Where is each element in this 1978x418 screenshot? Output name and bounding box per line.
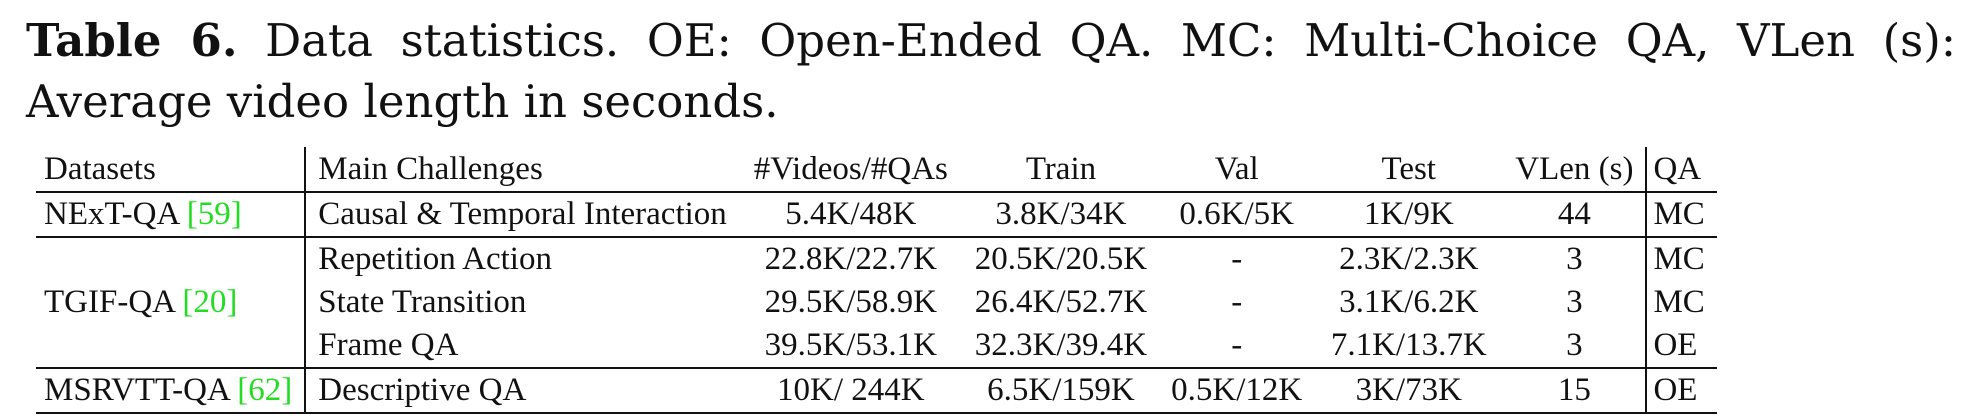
test-cell: 3.1K/6.2K bbox=[1339, 284, 1479, 320]
header-test: Test bbox=[1314, 147, 1504, 193]
header-qa: QA bbox=[1646, 147, 1717, 193]
dataset-name-cell: NExT-QA [59] bbox=[36, 192, 307, 237]
header-datasets: Datasets bbox=[36, 147, 307, 193]
challenge-cell: State Transition bbox=[318, 284, 527, 320]
challenge-cell: Frame QA bbox=[318, 327, 459, 363]
challenge-cell: Repetition Action bbox=[305, 236, 739, 281]
caption-label: Table 6. bbox=[26, 14, 238, 67]
table-header-row: Datasets Main Challenges #Videos/#QAs Tr… bbox=[36, 147, 1717, 193]
test-cell: 7.1K/13.7K bbox=[1330, 327, 1487, 363]
train-cell: 3.8K/34K bbox=[995, 196, 1127, 232]
dataset-name-cell: TGIF-QA [20] bbox=[36, 236, 307, 368]
table-caption: Table 6. Data statistics. OE: Open-Ended… bbox=[26, 10, 1956, 132]
citation-link[interactable]: [62] bbox=[237, 372, 293, 408]
qa-type-cell: MC bbox=[1653, 284, 1705, 320]
challenge-cell: Causal & Temporal Interaction bbox=[318, 196, 727, 232]
header-val: Val bbox=[1159, 147, 1315, 193]
header-train: Train bbox=[962, 147, 1160, 193]
header-main-challenges: Main Challenges bbox=[305, 147, 739, 193]
qa-type-cell: OE bbox=[1646, 367, 1717, 414]
test-cell: 1K/9K bbox=[1363, 196, 1454, 232]
qa-type-cell: MC bbox=[1653, 196, 1705, 232]
qa-type-cell: MC bbox=[1646, 236, 1717, 281]
table-row: MSRVTT-QA [62] Descriptive QA 10K/ 244K … bbox=[36, 367, 1717, 414]
test-cell: 3K/73K bbox=[1314, 367, 1504, 414]
table-row: NExT-QA [59] Causal & Temporal Interacti… bbox=[36, 192, 1717, 237]
challenge-cell: Descriptive QA bbox=[305, 367, 739, 414]
val-cell: - bbox=[1159, 236, 1315, 281]
train-cell: 32.3K/39.4K bbox=[974, 327, 1148, 363]
table-row: State Transition 29.5K/58.9K 26.4K/52.7K… bbox=[36, 281, 1717, 324]
videos-qas-cell: 10K/ 244K bbox=[738, 367, 963, 414]
val-cell: 0.5K/12K bbox=[1159, 367, 1315, 414]
train-cell: 6.5K/159K bbox=[962, 367, 1160, 414]
caption-text: Data statistics. OE: Open-Ended QA. MC: … bbox=[26, 14, 1956, 128]
table-row: Frame QA 39.5K/53.1K 32.3K/39.4K - 7.1K/… bbox=[36, 324, 1717, 368]
videos-qas-cell: 39.5K/53.1K bbox=[764, 327, 937, 363]
val-cell: - bbox=[1231, 327, 1243, 363]
vlen-cell: 3 bbox=[1503, 324, 1648, 368]
data-statistics-table: Datasets Main Challenges #Videos/#QAs Tr… bbox=[36, 147, 1717, 414]
test-cell: 2.3K/2.3K bbox=[1314, 236, 1504, 281]
val-cell: 0.6K/5K bbox=[1179, 196, 1294, 232]
citation-link[interactable]: [59] bbox=[186, 196, 242, 232]
qa-type-cell: OE bbox=[1653, 327, 1698, 363]
citation-link[interactable]: [20] bbox=[182, 284, 238, 320]
header-vlen: VLen (s) bbox=[1503, 147, 1648, 193]
train-cell: 20.5K/20.5K bbox=[962, 236, 1160, 281]
vlen-cell: 3 bbox=[1503, 236, 1648, 281]
header-videos-qas: #Videos/#QAs bbox=[738, 147, 963, 193]
val-cell: - bbox=[1231, 284, 1243, 320]
vlen-cell: 15 bbox=[1503, 367, 1648, 414]
videos-qas-cell: 22.8K/22.7K bbox=[738, 236, 963, 281]
train-cell: 26.4K/52.7K bbox=[974, 284, 1148, 320]
dataset-name-cell: MSRVTT-QA [62] bbox=[36, 367, 307, 414]
table-row: TGIF-QA [20] Repetition Action 22.8K/22.… bbox=[36, 236, 1717, 368]
vlen-cell: 44 bbox=[1503, 192, 1648, 237]
vlen-cell: 3 bbox=[1503, 281, 1648, 324]
videos-qas-cell: 5.4K/48K bbox=[785, 196, 917, 232]
videos-qas-cell: 29.5K/58.9K bbox=[764, 284, 937, 320]
